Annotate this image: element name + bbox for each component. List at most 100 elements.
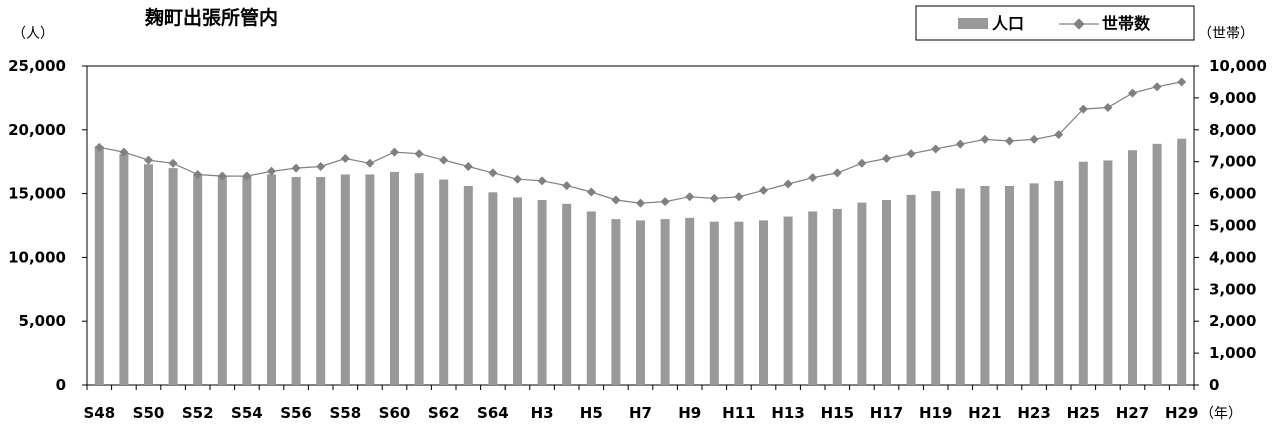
x-axis-tick-label: S50	[133, 404, 165, 422]
bar-population	[316, 177, 326, 385]
right-axis-tick-label: 10,000	[1209, 57, 1267, 75]
bar-population	[267, 174, 276, 385]
bar-population	[513, 197, 522, 385]
x-axis-tick-label: S48	[83, 404, 115, 422]
bar-population	[832, 208, 842, 385]
right-axis-tick-label: 3,000	[1209, 280, 1256, 298]
bar-population	[1177, 138, 1187, 385]
point-households	[94, 142, 104, 152]
right-axis-tick-label: 7,000	[1209, 153, 1256, 171]
bar-population	[390, 171, 399, 385]
point-households	[980, 134, 990, 144]
line-households	[99, 81, 1182, 204]
bar-population	[168, 168, 178, 385]
bar-population	[734, 221, 744, 385]
x-axis-tick-label: S52	[182, 404, 214, 422]
point-households	[734, 192, 744, 202]
point-households	[267, 166, 276, 176]
left-axis-tick-label: 25,000	[8, 57, 66, 75]
point-households	[931, 144, 941, 154]
right-axis-tick-label: 4,000	[1209, 248, 1256, 266]
point-households	[1029, 134, 1039, 144]
bar-population	[759, 220, 768, 385]
left-axis-tick-label: 20,000	[8, 121, 66, 139]
legend-bar-swatch	[958, 18, 988, 29]
bar-population	[1103, 160, 1113, 385]
point-households	[537, 176, 547, 186]
x-axis-tick-label: H27	[1116, 404, 1149, 422]
point-households	[168, 158, 178, 168]
x-axis-tick-label: S62	[428, 404, 460, 422]
left-axis-tick-label: 10,000	[8, 248, 66, 266]
point-households	[242, 171, 252, 181]
bar-population	[1128, 150, 1137, 385]
right-axis-tick-label: 9,000	[1209, 89, 1256, 107]
bar-population	[1054, 180, 1064, 385]
bar-population	[119, 154, 129, 385]
bar-population	[709, 221, 719, 385]
x-axis-tick-label: H15	[821, 404, 854, 422]
point-households	[217, 171, 227, 181]
bar-population	[783, 216, 793, 385]
bar-population	[537, 199, 547, 385]
point-households	[1054, 130, 1064, 140]
left-axis-unit: （人）	[12, 26, 54, 42]
point-households	[1128, 88, 1137, 98]
point-households	[1078, 104, 1088, 114]
x-axis-tick-label: H25	[1067, 404, 1100, 422]
point-households	[660, 197, 670, 207]
bar-population	[1152, 143, 1162, 385]
point-households	[316, 161, 326, 171]
right-axis-tick-label: 0	[1209, 376, 1219, 394]
bar-population	[463, 185, 473, 385]
point-households	[808, 173, 818, 183]
chart-title: 麹町出張所管内	[144, 6, 278, 29]
x-axis-tick-label: H7	[629, 404, 652, 422]
x-axis-tick-label: H13	[771, 404, 804, 422]
point-households	[144, 155, 153, 165]
bar-population	[611, 219, 621, 385]
bar-population	[365, 174, 375, 385]
point-households	[857, 158, 867, 168]
point-households	[1152, 82, 1162, 92]
bar-population	[414, 173, 424, 385]
bar-population	[906, 194, 916, 385]
x-axis-tick-label: S64	[477, 404, 509, 422]
x-axis-tick-label: H23	[1017, 404, 1050, 422]
bar-population	[193, 174, 203, 385]
point-households	[1177, 77, 1187, 87]
point-households	[488, 168, 498, 178]
point-households	[759, 185, 768, 195]
x-axis-tick-label: H3	[531, 404, 554, 422]
bar-population	[660, 219, 670, 385]
point-households	[783, 179, 793, 189]
bar-population	[488, 192, 498, 385]
x-axis-tick-label: S60	[379, 404, 411, 422]
point-households	[390, 147, 399, 157]
bar-population	[931, 191, 941, 385]
point-households	[1103, 102, 1113, 112]
legend-diamond-marker	[1073, 18, 1085, 30]
point-households	[193, 169, 203, 179]
right-axis-tick-label: 2,000	[1209, 312, 1256, 330]
x-axis-tick-label: S56	[280, 404, 312, 422]
point-households	[1005, 136, 1014, 146]
legend-label-households: 世帯数	[1102, 14, 1151, 33]
point-households	[463, 161, 473, 171]
x-axis-tick-label: H5	[580, 404, 603, 422]
point-households	[365, 158, 375, 168]
bar-population	[217, 175, 227, 385]
point-households	[586, 187, 596, 197]
x-axis-tick-label: H21	[968, 404, 1001, 422]
legend-frame	[915, 5, 1195, 41]
legend-label-population: 人口	[992, 14, 1024, 33]
bar-population	[980, 185, 990, 385]
right-axis-tick-label: 1,000	[1209, 344, 1256, 362]
bar-population	[439, 179, 449, 385]
bar-population	[1078, 161, 1088, 385]
point-households	[611, 195, 621, 205]
left-axis-tick-label: 15,000	[8, 185, 66, 203]
x-axis-tick-label: H17	[870, 404, 903, 422]
bar-population	[1029, 183, 1039, 385]
